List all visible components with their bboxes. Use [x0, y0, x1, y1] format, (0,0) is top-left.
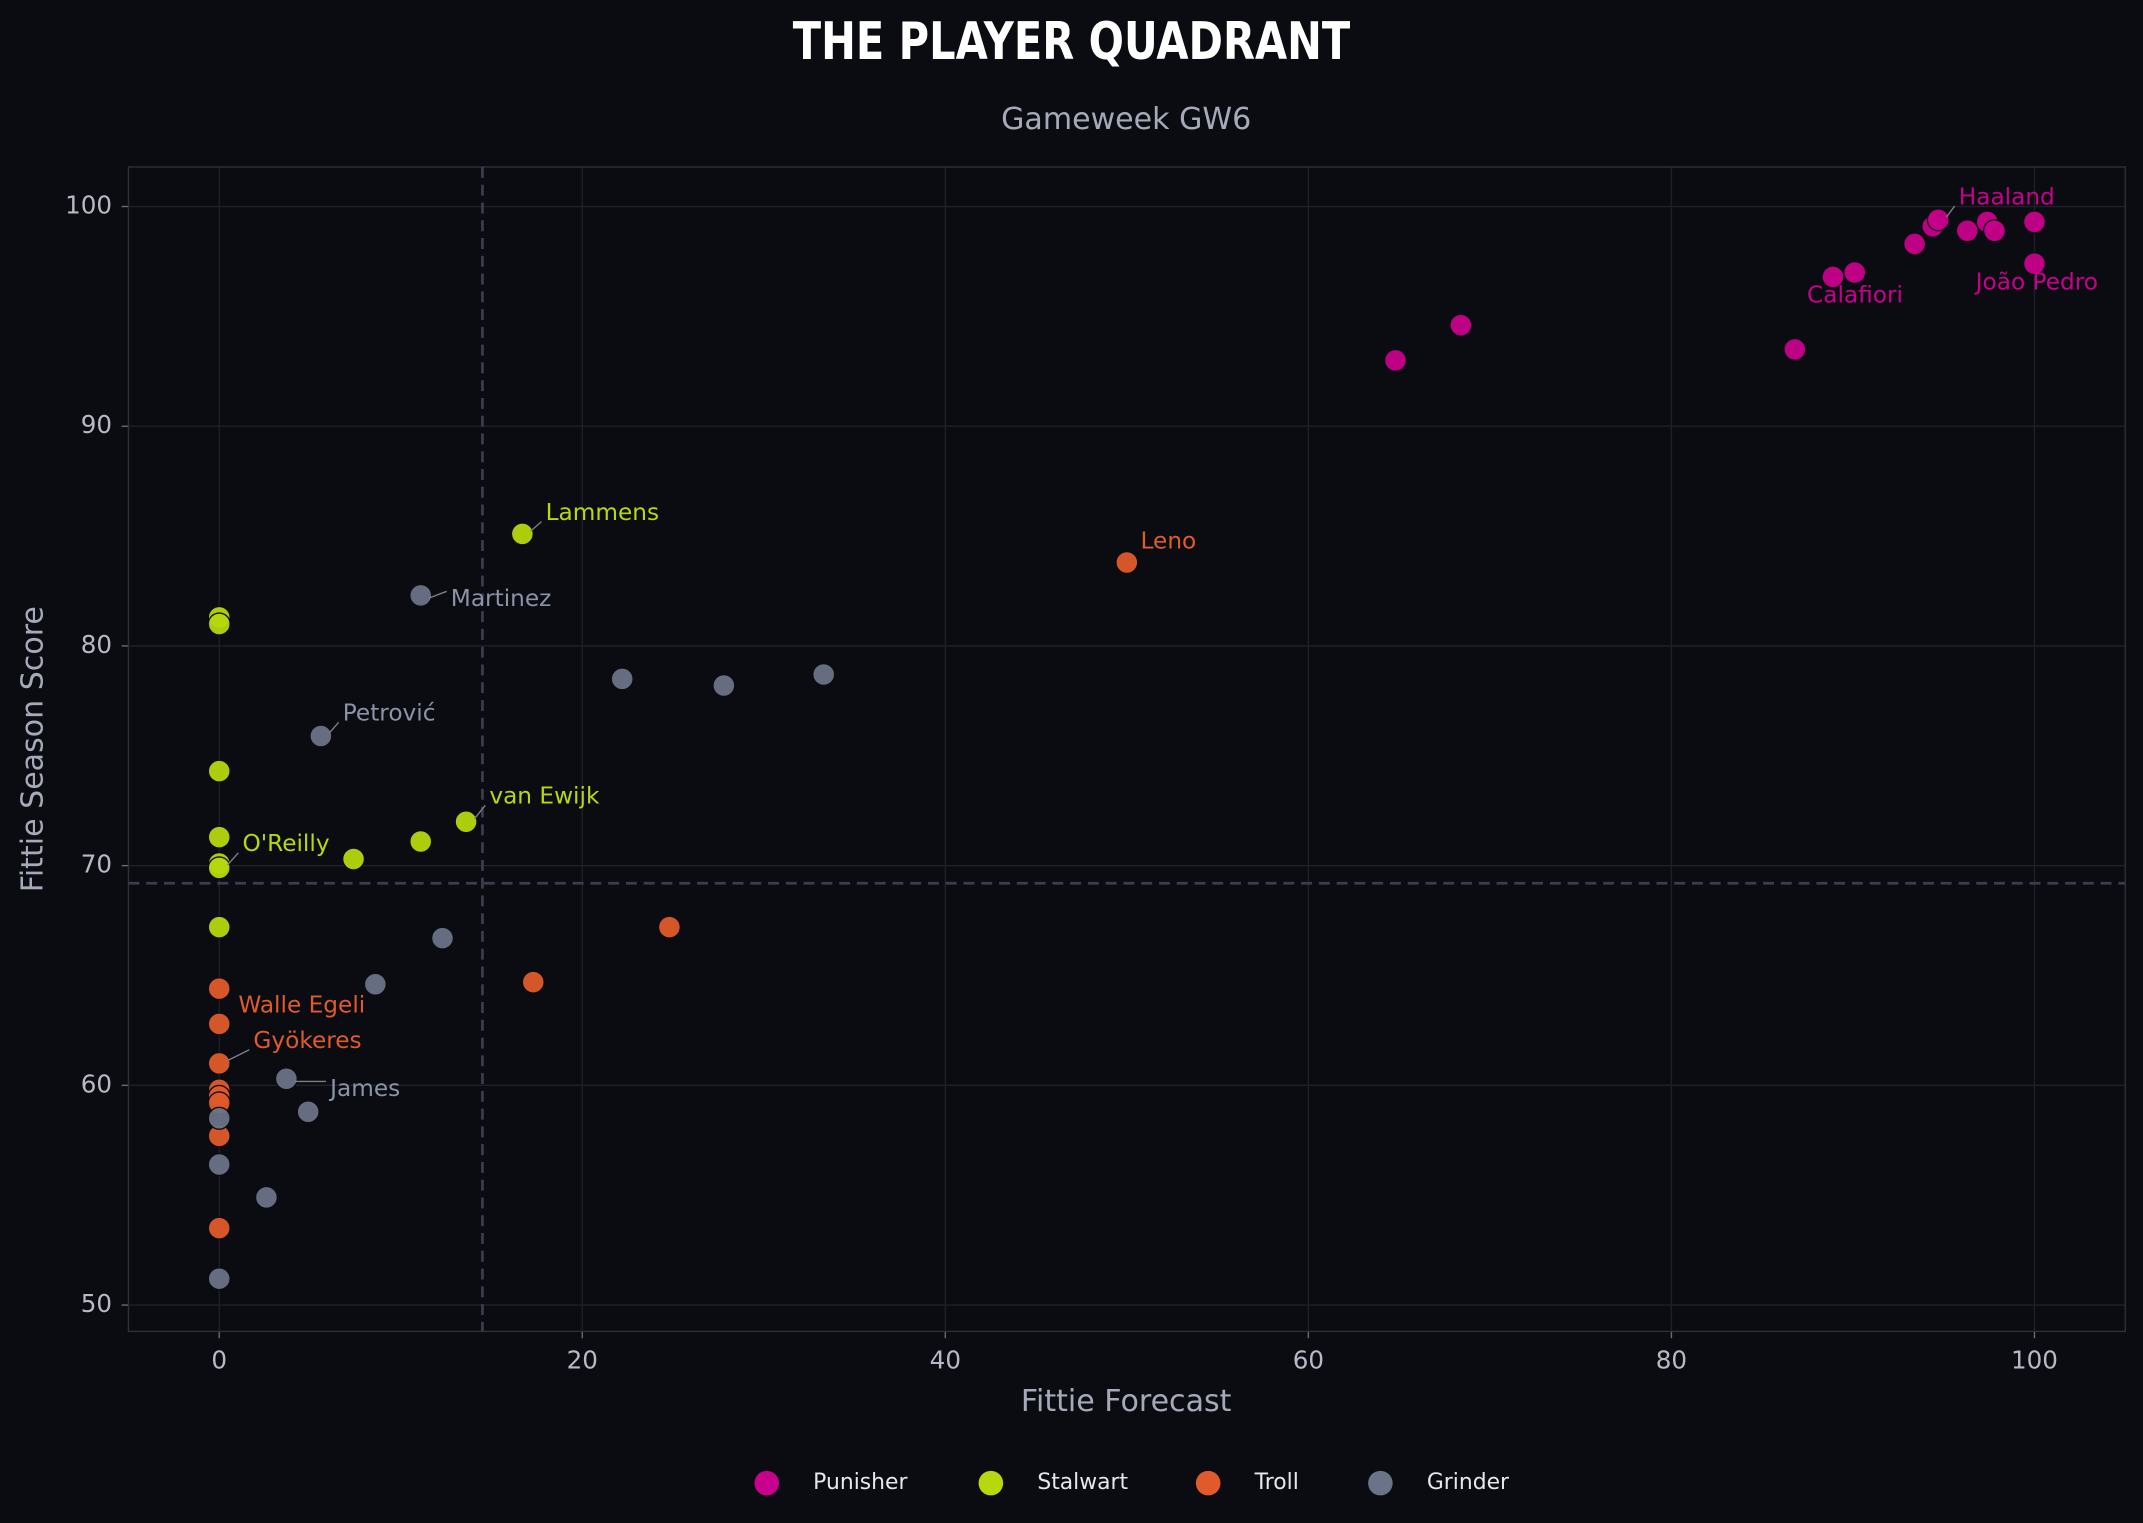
legend-label: Grinder: [1427, 1470, 1509, 1495]
data-point: [1843, 260, 1867, 285]
legend-marker: [978, 1470, 1004, 1496]
data-point: [1926, 208, 1950, 232]
data-point: [207, 825, 231, 849]
data-point: [363, 972, 387, 996]
point-label: Calafiori: [1807, 281, 1903, 308]
data-point: [207, 1106, 231, 1130]
leader-line: [328, 721, 340, 734]
data-point: [610, 667, 634, 691]
y-tick-label: 80: [81, 630, 112, 659]
leader-line: [1945, 205, 1956, 218]
legend-marker: [1195, 1470, 1221, 1496]
point-label: Walle Egeli: [238, 992, 365, 1019]
legend-marker: [1368, 1470, 1393, 1496]
data-point: [1903, 232, 1927, 256]
data-point: [207, 1152, 231, 1177]
data-point: [2022, 210, 2047, 234]
data-point: [341, 847, 366, 871]
data-point: [2022, 252, 2047, 276]
chart-subtitle: Gameweek GW6: [1001, 102, 1251, 137]
leader-line: [428, 590, 447, 599]
x-tick-label: 40: [930, 1345, 961, 1374]
legend-label: Troll: [1254, 1470, 1299, 1495]
data-point: [254, 1185, 279, 1210]
point-label: Leno: [1141, 527, 1197, 554]
chart-title: THE PLAYER QUADRANT: [793, 12, 1351, 73]
y-tick-label: 50: [81, 1289, 112, 1318]
data-point: [1449, 313, 1473, 337]
point-label: van Ewijk: [489, 783, 600, 810]
point-label: Lammens: [546, 499, 660, 526]
data-point: [207, 1216, 231, 1240]
point-label: Martinez: [451, 585, 552, 612]
data-point: [274, 1067, 299, 1091]
data-point: [1383, 348, 1408, 372]
data-point: [207, 612, 231, 636]
data-point: [510, 522, 534, 546]
data-point: [296, 1100, 320, 1124]
data-point: [207, 856, 231, 880]
data-point: [1982, 219, 2007, 243]
leader-line: [227, 1049, 250, 1062]
data-point: [207, 759, 231, 783]
data-point: [430, 926, 455, 950]
leader-line: [226, 852, 239, 866]
data-point: [309, 724, 333, 748]
data-point: [409, 829, 433, 854]
point-label: James: [328, 1075, 400, 1102]
point-label: João Pedro: [1974, 268, 2098, 295]
data-point: [409, 583, 433, 608]
plot-frame: [127, 166, 2126, 1333]
point-label: Petrović: [343, 700, 436, 727]
leader-line: [473, 804, 486, 820]
data-point: [454, 810, 478, 834]
data-point: [812, 662, 836, 687]
data-point: [1783, 337, 1807, 361]
x-tick-label: 100: [2011, 1345, 2058, 1374]
point-label: Gyökeres: [253, 1027, 361, 1054]
data-point: [207, 977, 231, 1001]
y-tick-label: 70: [81, 850, 112, 879]
legend-label: Stalwart: [1037, 1470, 1128, 1495]
data-point: [207, 915, 231, 939]
data-point: [657, 915, 682, 939]
data-point: [521, 970, 545, 994]
data-point: [1955, 219, 1979, 243]
data-point: [712, 673, 736, 698]
leader-line: [530, 521, 542, 532]
legend-marker: [754, 1470, 780, 1496]
y-tick-label: 100: [65, 191, 112, 220]
x-tick-label: 20: [567, 1345, 598, 1374]
point-label: O'Reilly: [242, 830, 329, 857]
x-tick-label: 60: [1293, 1345, 1324, 1374]
data-point: [207, 1051, 231, 1075]
y-axis-label: Fittie Season Score: [16, 606, 51, 892]
data-point: [207, 1012, 231, 1036]
point-label: Haaland: [1959, 183, 2055, 210]
x-axis-label: Fittie Forecast: [1021, 1384, 1232, 1419]
data-point: [1821, 265, 1845, 289]
legend-label: Punisher: [813, 1470, 907, 1495]
data-point: [207, 1267, 231, 1291]
x-tick-label: 0: [211, 1345, 227, 1374]
x-tick-label: 80: [1656, 1345, 1687, 1374]
y-tick-label: 60: [81, 1069, 112, 1098]
data-point: [1115, 550, 1139, 575]
y-tick-label: 90: [81, 410, 112, 439]
